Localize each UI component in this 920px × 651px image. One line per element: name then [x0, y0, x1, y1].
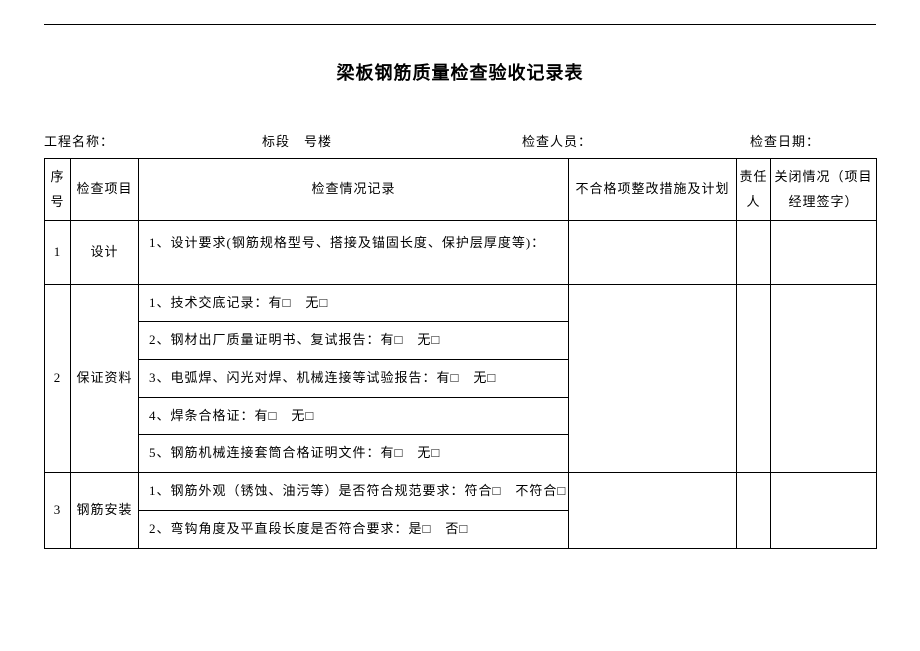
header-row: 序号 检查项目 检查情况记录 不合格项整改措施及计划 责任人 关闭情况（项目经理…	[45, 159, 877, 221]
record-3-2: 2、弯钩角度及平直段长度是否符合要求：是□ 否□	[139, 510, 569, 548]
resp-2	[737, 284, 771, 472]
record-2-5: 5、钢筋机械连接套筒合格证明文件：有□ 无□	[139, 435, 569, 473]
inspection-table: 序号 检查项目 检查情况记录 不合格项整改措施及计划 责任人 关闭情况（项目经理…	[44, 158, 877, 549]
table-row: 1 设计 1、设计要求(钢筋规格型号、搭接及锚固长度、保护层厚度等)：	[45, 221, 877, 285]
record-2-1: 1、技术交底记录：有□ 无□	[139, 284, 569, 322]
plan-2	[569, 284, 737, 472]
meta-section-label: 标段 号楼	[262, 131, 522, 150]
resp-1	[737, 221, 771, 285]
resp-3	[737, 473, 771, 548]
close-2	[771, 284, 877, 472]
seq-2: 2	[45, 284, 71, 472]
header-closure: 关闭情况（项目经理签字）	[771, 159, 877, 221]
header-item: 检查项目	[71, 159, 139, 221]
record-1-1: 1、设计要求(钢筋规格型号、搭接及锚固长度、保护层厚度等)：	[139, 221, 569, 285]
close-1	[771, 221, 877, 285]
header-responsible: 责任人	[737, 159, 771, 221]
record-2-2: 2、钢材出厂质量证明书、复试报告：有□ 无□	[139, 322, 569, 360]
table-row: 2 保证资料 1、技术交底记录：有□ 无□	[45, 284, 877, 322]
meta-date-label: 检查日期：	[750, 131, 876, 150]
plan-3	[569, 473, 737, 548]
item-3: 钢筋安装	[71, 473, 139, 548]
table-row: 3 钢筋安装 1、钢筋外观（锈蚀、油污等）是否符合规范要求：符合□ 不符合□	[45, 473, 877, 511]
record-2-3: 3、电弧焊、闪光对焊、机械连接等试验报告：有□ 无□	[139, 360, 569, 398]
seq-1: 1	[45, 221, 71, 285]
header-plan: 不合格项整改措施及计划	[569, 159, 737, 221]
top-rule	[44, 24, 876, 25]
close-3	[771, 473, 877, 548]
record-3-1: 1、钢筋外观（锈蚀、油污等）是否符合规范要求：符合□ 不符合□	[139, 473, 569, 511]
item-1: 设计	[71, 221, 139, 285]
item-2: 保证资料	[71, 284, 139, 472]
header-record: 检查情况记录	[139, 159, 569, 221]
record-2-4: 4、焊条合格证：有□ 无□	[139, 397, 569, 435]
header-seq: 序号	[45, 159, 71, 221]
seq-3: 3	[45, 473, 71, 548]
meta-inspector-label: 检查人员：	[522, 131, 750, 150]
meta-project-label: 工程名称：	[44, 131, 262, 150]
document-title: 梁板钢筋质量检查验收记录表	[44, 59, 876, 85]
meta-row: 工程名称： 标段 号楼 检查人员： 检查日期：	[44, 131, 876, 150]
plan-1	[569, 221, 737, 285]
